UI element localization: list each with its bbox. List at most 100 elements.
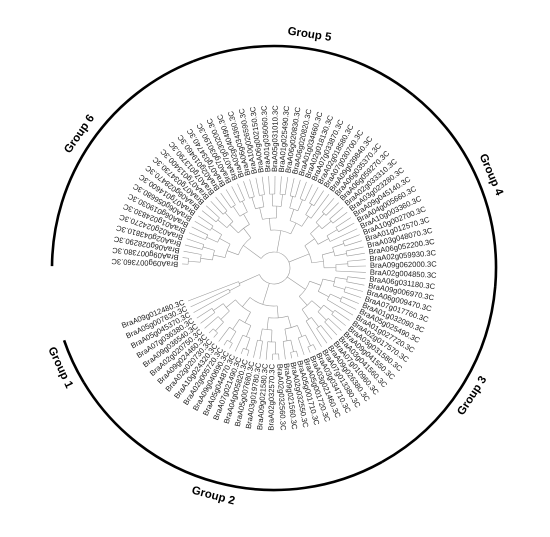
tree-branch bbox=[327, 299, 354, 316]
group-arc bbox=[62, 339, 85, 384]
leaf-label: BraA01g036060.3C bbox=[259, 105, 272, 173]
tree-branch bbox=[317, 311, 327, 321]
tree-branch bbox=[342, 234, 360, 242]
tree-branch bbox=[188, 281, 239, 302]
tree-branch bbox=[246, 325, 252, 337]
tree-branch bbox=[193, 291, 231, 313]
leaf-label: BraA02g032570.3C bbox=[266, 363, 276, 430]
tree-branch bbox=[326, 229, 338, 237]
tree-branch bbox=[345, 246, 364, 252]
tree-branch bbox=[294, 179, 301, 198]
tree-branch bbox=[202, 246, 215, 251]
tree-branch bbox=[266, 317, 269, 330]
tree-branch bbox=[330, 293, 342, 300]
tree-branch bbox=[307, 346, 311, 353]
tree-branch bbox=[217, 219, 228, 228]
tree-branches bbox=[182, 176, 366, 360]
tree-branch bbox=[215, 196, 228, 212]
tree-branch bbox=[301, 216, 309, 227]
tree-branch bbox=[255, 177, 260, 196]
tree-branch bbox=[239, 274, 260, 284]
tree-branch bbox=[329, 228, 358, 242]
tree-branch bbox=[339, 301, 357, 310]
tree-branch bbox=[347, 259, 366, 262]
tree-branch bbox=[211, 227, 222, 235]
tree-branch bbox=[276, 305, 279, 318]
tree-branch bbox=[299, 181, 307, 199]
tree-branch bbox=[196, 308, 213, 319]
tree-branch bbox=[206, 237, 218, 243]
tree-branch bbox=[315, 213, 325, 223]
group-arc bbox=[50, 60, 194, 267]
tree-branch bbox=[249, 179, 255, 197]
tree-branch bbox=[322, 251, 334, 256]
tree-branch bbox=[231, 186, 241, 203]
tree-branch bbox=[229, 331, 237, 342]
tree-branch bbox=[268, 176, 270, 195]
tree-branch bbox=[296, 350, 299, 357]
tree-branch bbox=[333, 285, 345, 290]
tree-branch bbox=[184, 244, 203, 250]
tree-branch bbox=[279, 176, 282, 195]
group-label: Group 4 bbox=[477, 152, 506, 198]
tree-branch bbox=[320, 325, 333, 340]
tree-branch bbox=[218, 326, 230, 342]
tree-branch bbox=[297, 325, 303, 337]
tree-branch bbox=[311, 300, 322, 309]
tree-branch bbox=[282, 341, 286, 360]
tree-branch bbox=[323, 304, 334, 313]
tree-branch bbox=[324, 321, 338, 336]
tree-branch bbox=[276, 230, 282, 253]
tree-branch bbox=[334, 310, 350, 321]
tree-branch bbox=[225, 189, 236, 206]
tree-branch bbox=[289, 178, 295, 196]
tree-branch bbox=[290, 222, 297, 235]
group-arc bbox=[411, 93, 498, 287]
leaf-label: BraA09g062000.3C bbox=[370, 259, 437, 269]
tree-branch bbox=[206, 205, 220, 219]
tree-branch bbox=[182, 257, 189, 259]
tree-branch bbox=[310, 194, 330, 219]
group-arc bbox=[381, 286, 497, 464]
tree-branch bbox=[243, 181, 250, 199]
tree-branch bbox=[289, 196, 294, 209]
tree-branch bbox=[288, 253, 310, 263]
tree-branch bbox=[190, 288, 229, 308]
tree-branch bbox=[261, 176, 265, 195]
group-label: Group 1 bbox=[45, 345, 75, 391]
tree-branch bbox=[259, 207, 263, 220]
tree-branch bbox=[346, 281, 365, 286]
tree-branch bbox=[229, 343, 233, 349]
group-label: Group 2 bbox=[190, 485, 236, 508]
tree-branch bbox=[241, 201, 248, 213]
tree-branch bbox=[213, 332, 218, 338]
tree-branch bbox=[275, 206, 278, 219]
tree-branch bbox=[310, 225, 320, 234]
tree-branch bbox=[297, 199, 303, 211]
tree-branch bbox=[210, 200, 224, 215]
tree-branch bbox=[305, 334, 311, 346]
tree-branch bbox=[237, 183, 245, 201]
tree-branch bbox=[287, 315, 292, 328]
tree-branch bbox=[335, 277, 348, 280]
tree-branch bbox=[259, 341, 263, 359]
tree-branch bbox=[299, 296, 308, 306]
tree-branch bbox=[262, 283, 270, 305]
tree-branch bbox=[347, 276, 366, 280]
tree-branch bbox=[297, 337, 305, 356]
tree-branch bbox=[213, 254, 226, 258]
tree-branch bbox=[251, 197, 256, 209]
group-arc bbox=[192, 44, 414, 96]
tree-branch bbox=[304, 184, 313, 201]
tree-branch bbox=[243, 228, 252, 239]
group-arc bbox=[82, 381, 383, 492]
tree-branch bbox=[311, 260, 324, 264]
tree-branch bbox=[244, 312, 251, 323]
tree-branch bbox=[305, 320, 322, 347]
tree-branch bbox=[325, 202, 339, 216]
tree-branch bbox=[265, 341, 268, 360]
tree-branch bbox=[188, 232, 206, 240]
tree-branch bbox=[312, 344, 317, 351]
tree-branch bbox=[318, 291, 329, 298]
tree-branch bbox=[290, 339, 294, 352]
